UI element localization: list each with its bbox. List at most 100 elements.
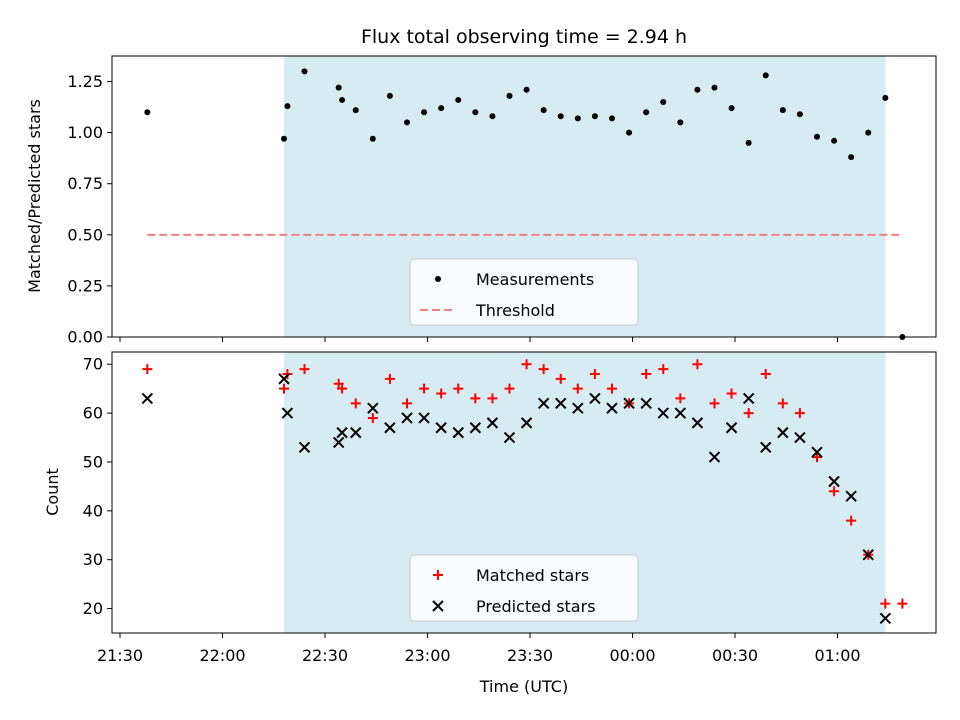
matched-stars-point xyxy=(337,383,348,394)
measurements-point xyxy=(339,96,346,103)
top-chart-title: Flux total observing time = 2.94 h xyxy=(361,26,687,48)
bottom-y-tick-label: 30 xyxy=(83,550,103,569)
matched-stars-point xyxy=(692,359,703,370)
predicted-stars-point xyxy=(367,402,379,414)
matched-stars-point xyxy=(470,393,481,404)
measurements-point xyxy=(728,105,735,112)
bottom-y-tick-label: 60 xyxy=(83,404,103,423)
matched-stars-point xyxy=(709,398,720,409)
measurements-point xyxy=(643,109,650,116)
measurements-point xyxy=(831,137,838,144)
matched-stars-point xyxy=(538,364,549,375)
measurements-point xyxy=(574,115,581,122)
measurements-point xyxy=(301,68,308,75)
measurements-point xyxy=(745,139,752,146)
predicted-stars-point xyxy=(879,612,892,625)
x-tick-label: 21:30 xyxy=(97,646,143,665)
top-legend xyxy=(409,258,639,326)
matched-stars-point xyxy=(897,598,908,609)
x-tick-label: 22:00 xyxy=(199,646,245,665)
predicted-stars-point xyxy=(503,431,516,444)
matched-stars-point xyxy=(367,412,378,423)
measurements-point xyxy=(352,107,359,114)
predicted-stars-point xyxy=(555,397,567,410)
matched-stars-point xyxy=(743,408,754,419)
measurements-point xyxy=(335,84,342,91)
top-y-tick-label: 0.75 xyxy=(67,174,103,193)
x-tick-label: 22:30 xyxy=(302,646,348,665)
predicted-stars-point xyxy=(281,407,294,419)
measurements-point xyxy=(455,96,462,103)
measurements-point xyxy=(660,98,667,105)
predicted-stars-point xyxy=(811,446,823,458)
predicted-stars-point xyxy=(469,422,482,434)
matched-stars-point xyxy=(402,398,412,409)
matched-stars-point xyxy=(880,598,891,609)
matched-stars-point xyxy=(675,393,686,404)
measurements-point xyxy=(489,113,496,120)
predicted-stars-point xyxy=(623,397,635,410)
measurements-point xyxy=(779,107,786,114)
matched-stars-point xyxy=(726,388,737,399)
bottom-legend-plus-swatch xyxy=(433,570,443,580)
predicted-stars-point xyxy=(418,412,430,424)
predicted-stars-point xyxy=(435,422,447,434)
measurements-point xyxy=(144,109,151,116)
predicted-stars-point xyxy=(520,417,533,429)
x-tick-label: 00:00 xyxy=(609,646,655,665)
matched-stars-point xyxy=(607,383,617,394)
predicted-stars-point xyxy=(657,407,669,419)
measurements-point xyxy=(472,109,479,116)
measurements-point xyxy=(609,115,615,122)
bottom-y-tick-label: 70 xyxy=(83,355,103,374)
predicted-stars-point xyxy=(606,402,618,414)
top-y-tick-label: 1.25 xyxy=(67,72,103,91)
top-y-tick-label: 0.00 xyxy=(67,328,103,347)
x-tick-label: 00:30 xyxy=(712,646,758,665)
predicted-stars-point xyxy=(141,392,154,405)
measurements-point xyxy=(626,129,633,136)
predicted-stars-point xyxy=(452,426,464,439)
measurements-point xyxy=(284,103,291,110)
predicted-stars-point xyxy=(537,397,550,410)
top-y-tick-label: 0.50 xyxy=(67,225,103,244)
top-axes-frame xyxy=(111,55,937,338)
matched-stars-point xyxy=(142,364,153,375)
matched-stars-point xyxy=(829,486,840,497)
measurements-point xyxy=(421,109,428,116)
matched-stars-point xyxy=(487,393,498,404)
predicted-stars-point xyxy=(777,426,789,439)
predicted-stars-point xyxy=(336,426,348,439)
measurements-point xyxy=(438,105,445,112)
bottom-y-tick-label: 50 xyxy=(83,452,103,471)
top-y-axis-label: Matched/Predicted stars xyxy=(25,99,44,293)
top-legend-dot-swatch xyxy=(435,276,441,282)
measurements-point xyxy=(848,154,855,161)
measurements-point xyxy=(814,133,820,140)
x-axis-label: Time (UTC) xyxy=(479,677,568,696)
matched-stars-point xyxy=(589,368,600,379)
measurements-point xyxy=(796,111,803,118)
matched-stars-point xyxy=(760,368,771,379)
matched-stars-point xyxy=(777,398,788,409)
matched-stars-point xyxy=(279,383,289,394)
measurements-point xyxy=(882,94,889,101)
bottom-y-tick-label: 20 xyxy=(83,599,103,618)
bottom-axes-frame xyxy=(111,351,937,634)
predicted-stars-point xyxy=(332,436,345,449)
bottom-panel: 20 30 40 50 60 70 21:30 22:00 22:30 23:00 23:30 00:… xyxy=(83,351,937,665)
bottom-legend xyxy=(409,554,639,622)
predicted-stars-point xyxy=(742,392,755,405)
bottom-legend-label: Predicted stars xyxy=(476,597,596,616)
matched-stars-point xyxy=(658,364,669,375)
predicted-stars-point xyxy=(486,417,499,429)
matched-stars-point xyxy=(384,373,395,384)
measurements-point xyxy=(711,84,718,91)
measurements-point xyxy=(523,86,530,93)
top-y-tick-label: 0.25 xyxy=(67,276,103,295)
measurements-point xyxy=(369,135,376,142)
predicted-stars-point xyxy=(725,422,738,434)
predicted-stars-point xyxy=(298,441,311,454)
measurements-point xyxy=(540,107,547,114)
predicted-stars-point xyxy=(760,441,772,454)
